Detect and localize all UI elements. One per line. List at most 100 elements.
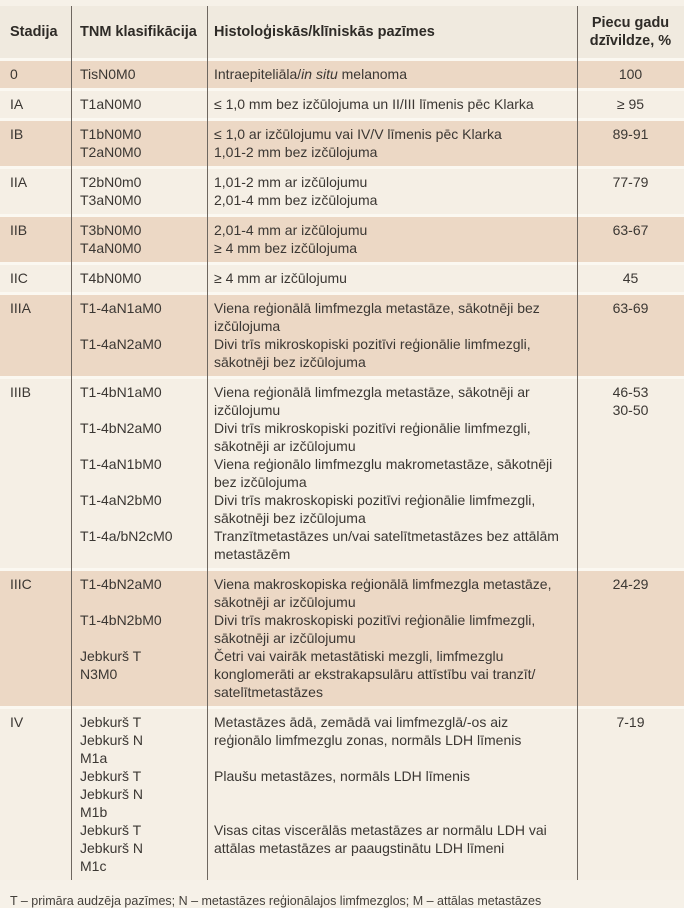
tnm-feature-subrow: T1-4aN1aM0 Viena reģionālā limfmezgla met… — [71, 299, 577, 335]
survival-value: 89-91 — [612, 126, 649, 142]
tnm-cell: T4aN0M0 — [71, 239, 207, 257]
tnm-cell: T2bN0m0 — [71, 173, 207, 191]
stage-cell: IIIB — [10, 384, 32, 400]
tnm-feature-subrow: Jebkurš T N3M0 Četri vai vairāk metastātis… — [71, 647, 577, 701]
survival-cell: 46-53 30-50 — [577, 383, 684, 563]
tnm-feature-subrow: Jebkurš T Jebkurš N M1a Metastāzes ādā, zem… — [71, 713, 577, 767]
tnm-code: T1-4bN2aM0 — [80, 576, 162, 592]
tnm-code: T1bN0M0 — [80, 126, 142, 142]
survival-value: 30-50 — [612, 402, 649, 418]
tnm-feature-subrow: T1aN0M0 ≤ 1,0 mm bez izčūlojuma un II/III… — [71, 95, 577, 113]
tnm-cell: Jebkurš T Jebkurš N M1c — [71, 821, 207, 875]
tnm-cell: T4bN0M0 — [71, 269, 207, 287]
feature-text: Visas citas viscerālās metastāzes ar nor… — [214, 822, 547, 856]
survival-value: 45 — [622, 270, 639, 286]
survival-value: 100 — [618, 66, 643, 82]
feature-text: Viena reģionālā limfmezgla metastāze, sā… — [214, 300, 540, 334]
stage-cell: IIB — [10, 222, 28, 238]
tnm-code: T4bN0M0 — [80, 270, 142, 286]
tnm-cell: T1-4bN2aM0 — [71, 419, 207, 455]
feature-text: ≥ 4 mm bez izčūlojuma — [214, 240, 358, 256]
entries-cell: T1aN0M0 ≤ 1,0 mm bez izčūlojuma un II/III… — [71, 95, 577, 113]
entries-cell: T2bN0m0 1,01-2 mm ar izčūlojumu T3aN0M0 2,0… — [71, 173, 577, 209]
tnm-code: T3aN0M0 — [80, 192, 142, 208]
table-header-row: Stadija TNM klasifikācija Histoloģiskās/… — [0, 6, 684, 58]
survival-value: 63-69 — [612, 300, 649, 316]
tnm-code: T1-4bN1aM0 — [80, 384, 162, 400]
footnote: T – primāra audzēja pazīmes; N – metastā… — [10, 894, 542, 908]
tnm-code: T1-4aN1bM0 — [80, 456, 162, 472]
tnm-code: T1-4aN2aM0 — [80, 336, 162, 352]
tnm-code: TisN0M0 — [80, 66, 136, 82]
tnm-cell: T1-4bN1aM0 — [71, 383, 207, 419]
tnm-cell: T1-4aN1aM0 — [71, 299, 207, 335]
stage-cell: IB — [10, 126, 24, 142]
tnm-cell: T1-4aN1bM0 — [71, 455, 207, 491]
stage-cell: 0 — [10, 66, 18, 82]
tnm-code: T1-4aN2bM0 — [80, 492, 162, 508]
survival-value: 7-19 — [616, 714, 645, 730]
tnm-cell: T1-4bN2aM0 — [71, 575, 207, 611]
tnm-cell: Jebkurš T Jebkurš N M1b — [71, 767, 207, 821]
tnm-code: M1a — [80, 750, 108, 766]
tnm-cell: Jebkurš T Jebkurš N M1a — [71, 713, 207, 767]
stage-cell: IIIA — [10, 300, 32, 316]
stage-row: IIC T4bN0M0 ≥ 4 mm ar izčūlojumu 45 — [0, 265, 684, 292]
tnm-code: Jebkurš T — [80, 714, 142, 730]
feature-text: Intraepiteliāla/in situ melanoma — [207, 65, 577, 83]
tnm-cell: T1-4aN2bM0 — [71, 491, 207, 527]
feature-text: Viena reģionālā limfmezgla metastāze, sā… — [214, 384, 530, 418]
stage-cell: IIC — [10, 270, 28, 286]
tnm-feature-subrow: Jebkurš T Jebkurš N M1c Visas citas viscerā… — [71, 821, 577, 875]
feature-text: Metastāzes ādā, zemādā vai limfmezglā/-o… — [214, 714, 522, 748]
tnm-code: Jebkurš T — [80, 822, 142, 838]
tnm-feature-subrow: T1bN0M0 ≤ 1,0 ar izčūlojumu vai IV/V līme… — [71, 125, 577, 143]
tnm-code: M1c — [80, 858, 107, 874]
entries-cell: T1bN0M0 ≤ 1,0 ar izčūlojumu vai IV/V līme… — [71, 125, 577, 161]
stage-row: 0 TisN0M0 Intraepiteliāla/in situ melanoma… — [0, 61, 684, 88]
tnm-feature-subrow: T4bN0M0 ≥ 4 mm ar izčūlojumu — [71, 269, 577, 287]
tnm-feature-subrow: T2aN0M0 1,01-2 mm bez izčūlojuma — [71, 143, 577, 161]
feature-italic-text: in situ — [301, 66, 338, 82]
tnm-cell: T3aN0M0 — [71, 191, 207, 209]
tnm-feature-subrow: T1-4bN2bM0 Divi trīs makroskopiski pozitī… — [71, 611, 577, 647]
tnm-feature-subrow: T1-4bN2aM0 Divi trīs mikroskopiski pozitī… — [71, 419, 577, 455]
tnm-code: Jebkurš T — [80, 768, 142, 784]
tnm-cell: T1-4a/bN2cM0 — [71, 527, 207, 563]
feature-text: Viena makroskopiska reģionālā limfmezgla… — [214, 576, 552, 610]
tnm-code: T2bN0m0 — [80, 174, 142, 190]
stage-row: IA T1aN0M0 ≤ 1,0 mm bez izčūlojuma un II/I… — [0, 91, 684, 118]
tnm-code: T3bN0M0 — [80, 222, 142, 238]
stage-cell: IIA — [10, 174, 28, 190]
tnm-feature-subrow: T1-4aN1bM0 Viena reģionālo limfmezglu mak… — [71, 455, 577, 491]
survival-cell: 89-91 — [577, 125, 684, 161]
tnm-code: T1-4aN1aM0 — [80, 300, 162, 316]
survival-cell: 77-79 — [577, 173, 684, 209]
stage-row: IIB T3bN0M0 2,01-4 mm ar izčūlojumu T4aN0M0… — [0, 217, 684, 262]
entries-cell: T1-4bN2aM0 Viena makroskopiska reģionālā … — [71, 575, 577, 701]
tnm-code: T1-4a/bN2cM0 — [80, 528, 173, 544]
tnm-code: Jebkurš N — [80, 732, 144, 748]
tnm-code: T1-4bN2aM0 — [80, 420, 162, 436]
tnm-feature-subrow: Jebkurš T Jebkurš N M1b Plaušu metastāzes, … — [71, 767, 577, 821]
survival-cell: 63-69 — [577, 299, 684, 371]
tnm-feature-subrow: T3aN0M0 2,01-4 mm bez izčūlojuma — [71, 191, 577, 209]
tnm-feature-subrow: T1-4bN1aM0 Viena reģionālā limfmezgla met… — [71, 383, 577, 419]
feature-text: 2,01-4 mm ar izčūlojumu — [214, 222, 368, 238]
tnm-code: Jebkurš T — [80, 648, 142, 664]
tnm-code: T4aN0M0 — [80, 240, 142, 256]
tnm-staging-table: Stadija TNM klasifikācija Histoloģiskās/… — [0, 6, 684, 880]
tnm-feature-subrow: T1-4a/bN2cM0 Tranzītmetastāzes un/vai sat… — [71, 527, 577, 563]
entries-cell: Jebkurš T Jebkurš N M1a Metastāzes ādā, zem… — [71, 713, 577, 875]
survival-cell: ≥ 95 — [577, 95, 684, 113]
tnm-code: Jebkurš N — [80, 840, 144, 856]
header-cell-survival: Piecu gadu dzīvildze, % — [589, 14, 672, 49]
survival-value: 63-67 — [612, 222, 649, 238]
tnm-feature-subrow: T1-4aN2bM0 Divi trīs makroskopiski pozitī… — [71, 491, 577, 527]
feature-text: 1,01-2 mm bez izčūlojuma — [214, 144, 378, 160]
survival-value: 77-79 — [612, 174, 649, 190]
feature-text: Plaušu metastāzes, normāls LDH līmenis — [214, 768, 470, 784]
tnm-code: T1aN0M0 — [80, 96, 142, 112]
stage-row: IIIC T1-4bN2aM0 Viena makroskopiska reģion… — [0, 571, 684, 706]
tnm-feature-subrow: T3bN0M0 2,01-4 mm ar izčūlojumu — [71, 221, 577, 239]
